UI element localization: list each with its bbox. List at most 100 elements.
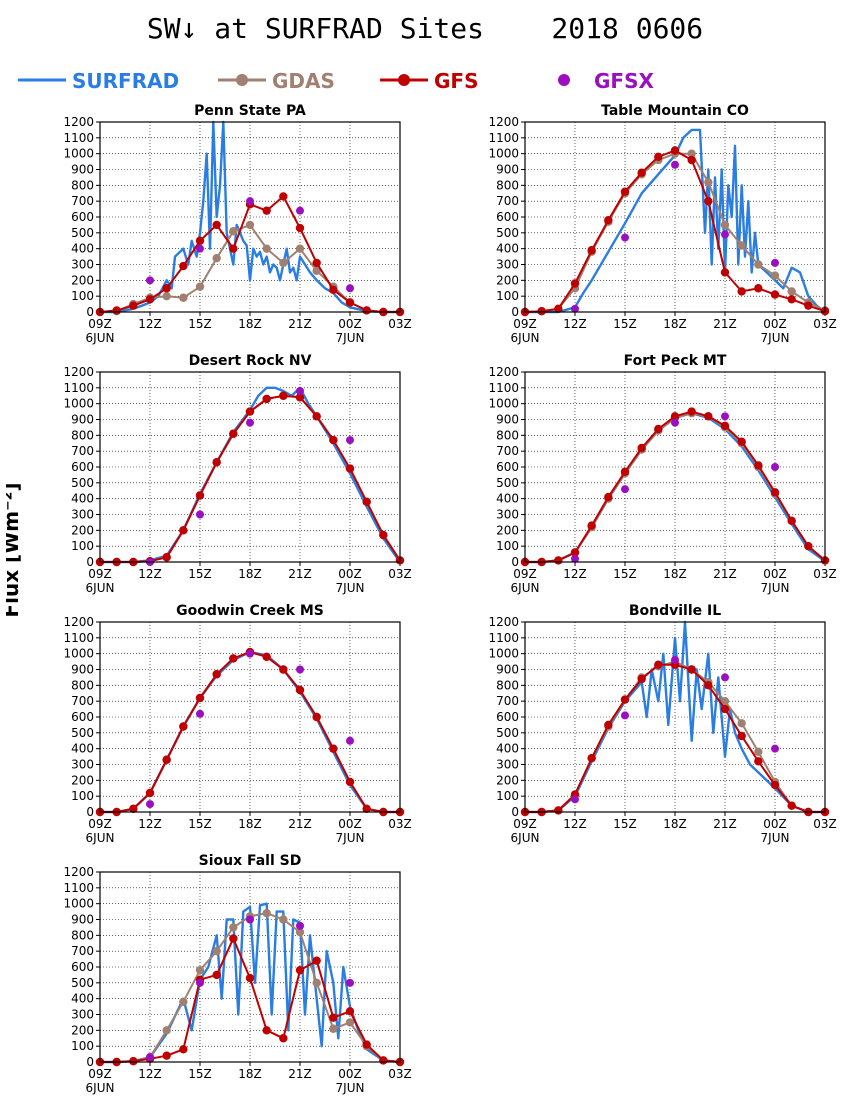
y-tick-label: 300 (71, 758, 94, 772)
x-tick-sublabel: 7JUN (336, 1081, 365, 1095)
x-tick-label: 09Z (513, 567, 537, 581)
y-tick-label: 0 (86, 555, 94, 569)
y-tick-label: 200 (71, 273, 94, 287)
x-tick-label: 15Z (613, 817, 637, 831)
x-tick-label: 00Z (763, 317, 787, 331)
grid (524, 371, 826, 563)
point-gfsx (246, 649, 254, 658)
y-tick-label: 500 (496, 226, 519, 240)
series-line-surfrad (100, 386, 401, 564)
point-gfs (179, 1045, 188, 1054)
legend-marker (398, 74, 410, 86)
plot-frame (99, 871, 401, 1063)
point-gdas (312, 266, 321, 276)
y-tick-label: 500 (496, 726, 519, 740)
point-gfs (295, 393, 305, 402)
point-gfs (554, 556, 563, 565)
point-gdas (195, 282, 205, 291)
y-tick-label: 1000 (488, 647, 519, 661)
x-tick-sublabel: 6JUN (511, 331, 540, 345)
x-tick-label: 21Z (288, 1067, 312, 1081)
point-gdas (770, 271, 780, 280)
legend-marker (558, 74, 570, 86)
point-gfs (770, 780, 780, 790)
grid (99, 371, 401, 563)
point-gfs (279, 192, 288, 201)
x-tick-sublabel: 6JUN (86, 831, 115, 845)
x-tick-label: 09Z (88, 1067, 112, 1081)
point-gdas (212, 946, 221, 956)
y-tick-label: 100 (496, 539, 519, 553)
point-gfsx (246, 915, 254, 924)
plot-frame (99, 621, 401, 813)
point-gfs (704, 681, 713, 690)
point-gfs (620, 467, 630, 476)
y-tick-label: 1000 (488, 147, 519, 161)
y-tick-label: 1200 (63, 865, 94, 879)
y-tick-label: 800 (496, 678, 519, 692)
point-gfs (262, 394, 271, 404)
point-gfs (162, 1051, 171, 1060)
point-gfs (212, 220, 221, 230)
x-tick-label: 09Z (88, 317, 112, 331)
plot-frame (524, 121, 826, 313)
point-gfs (279, 1034, 288, 1043)
x-tick-label: 12Z (138, 317, 162, 331)
x-tick-sublabel: 7JUN (761, 581, 790, 595)
point-gdas (345, 1018, 355, 1027)
y-tick-label: 800 (496, 428, 519, 442)
point-gdas (737, 241, 746, 250)
y-tick-label: 900 (71, 913, 94, 927)
point-gfs (262, 652, 271, 662)
x-tick-label: 18Z (663, 567, 687, 581)
point-gfs (604, 720, 613, 730)
point-gdas (720, 696, 730, 706)
point-gdas (162, 291, 171, 301)
point-gfs (112, 306, 121, 315)
y-tick-label: 300 (71, 1008, 94, 1022)
y-axis-label-text: Flux [Wm⁻²] (6, 482, 23, 617)
x-tick-label: 09Z (513, 817, 537, 831)
point-gfs (312, 956, 321, 965)
point-gdas (754, 747, 763, 757)
y-tick-label: 500 (71, 726, 94, 740)
y-tick-label: 0 (511, 805, 519, 819)
x-tick-label: 03Z (388, 817, 412, 831)
x-tick-label: 09Z (88, 567, 112, 581)
y-tick-label: 500 (71, 476, 94, 490)
point-gfsx (771, 744, 779, 753)
point-gfsx (146, 800, 154, 809)
y-tick-label: 100 (496, 789, 519, 803)
point-gfsx (346, 978, 354, 987)
point-gfs (587, 753, 596, 763)
chart-panel: Table Mountain CO01002003004005006007008… (488, 103, 836, 345)
point-gfs (162, 755, 171, 764)
point-gfs (804, 301, 813, 310)
point-gfs (312, 258, 321, 268)
x-tick-label: 15Z (188, 317, 212, 331)
x-tick-label: 21Z (713, 317, 737, 331)
plot-frame (524, 621, 826, 813)
y-tick-label: 600 (71, 460, 94, 474)
point-gfs (345, 1007, 355, 1016)
y-tick-label: 1000 (63, 397, 94, 411)
point-gfs (787, 295, 796, 304)
y-tick-label: 1100 (63, 381, 94, 395)
point-gdas (720, 220, 730, 230)
y-tick-label: 800 (71, 178, 94, 192)
chart-panel: Penn State PA010020030040050060070080090… (63, 103, 411, 345)
point-gfsx (771, 258, 779, 267)
y-tick-label: 1000 (63, 897, 94, 911)
point-gfs (212, 970, 221, 980)
point-gfs (704, 196, 713, 206)
chart-panel: Desert Rock NV01002003004005006007008009… (63, 353, 411, 595)
point-gfs (754, 757, 763, 766)
y-tick-label: 700 (71, 944, 94, 958)
point-gfsx (571, 304, 579, 313)
y-tick-label: 200 (71, 773, 94, 787)
y-tick-label: 500 (496, 476, 519, 490)
point-gfs (379, 530, 388, 540)
point-gfs (720, 421, 730, 431)
y-tick-label: 500 (71, 976, 94, 990)
y-tick-label: 1200 (63, 115, 94, 129)
